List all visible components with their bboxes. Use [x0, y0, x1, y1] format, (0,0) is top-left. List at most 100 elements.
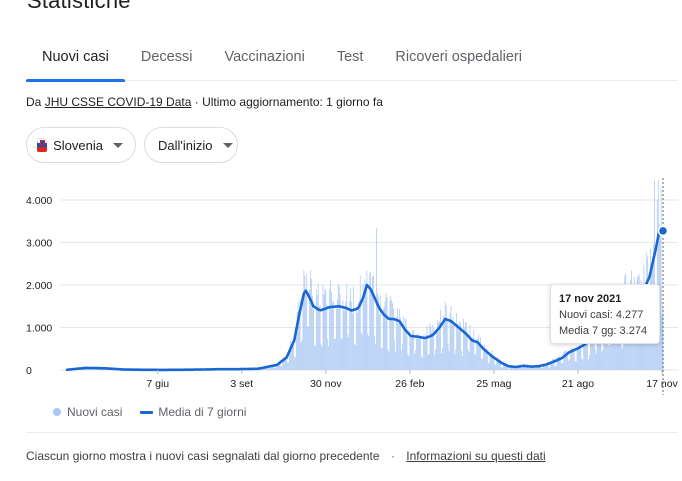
daily-cases-bar — [448, 351, 450, 370]
daily-cases-bar — [571, 348, 573, 370]
daily-cases-bar — [385, 293, 387, 370]
tab-decessi[interactable]: Decessi — [140, 49, 193, 65]
daily-cases-bar — [659, 236, 661, 370]
daily-cases-bar — [268, 368, 269, 370]
stats-tabs: Nuovi casi Decessi Vaccinazioni Test Ric… — [26, 40, 678, 82]
period-dropdown-label: Dall'inizio — [158, 137, 213, 153]
daily-cases-bar — [435, 349, 437, 370]
daily-cases-bar — [260, 369, 262, 370]
daily-cases-bar — [487, 363, 489, 370]
daily-cases-bar — [275, 364, 277, 370]
daily-cases-bar — [550, 362, 552, 370]
daily-cases-bar — [306, 273, 308, 370]
daily-cases-bar — [402, 316, 404, 370]
daily-cases-bar — [597, 322, 599, 370]
daily-cases-bar — [459, 321, 460, 370]
daily-cases-bar — [354, 343, 355, 370]
daily-cases-bar — [477, 339, 479, 370]
daily-cases-bar — [580, 345, 582, 370]
daily-cases-bar — [381, 348, 383, 370]
tab-nuovi-casi[interactable]: Nuovi casi — [26, 40, 125, 82]
daily-cases-bar — [446, 319, 448, 370]
daily-cases-bar — [463, 318, 464, 370]
daily-cases-bar — [470, 338, 472, 370]
daily-cases-bar — [383, 307, 385, 370]
source-link[interactable]: JHU CSSE COVID-19 Data — [44, 95, 192, 109]
daily-cases-bar — [423, 339, 425, 370]
tab-vaccinazioni[interactable]: Vaccinazioni — [224, 49, 305, 65]
daily-cases-bar — [575, 361, 577, 370]
tab-test[interactable]: Test — [336, 49, 364, 65]
daily-cases-bar — [265, 367, 267, 370]
daily-cases-bar — [469, 324, 471, 370]
daily-cases-bar — [404, 318, 406, 370]
daily-cases-bar — [329, 288, 331, 370]
daily-cases-bar — [504, 362, 505, 370]
tab-ricoveri-ospedalieri[interactable]: Ricoveri ospedalieri — [395, 49, 522, 65]
daily-cases-bar — [425, 335, 427, 370]
daily-cases-bar — [290, 340, 291, 370]
daily-cases-bar — [314, 344, 315, 370]
hover-point — [657, 225, 669, 237]
daily-cases-bar — [460, 323, 461, 370]
daily-cases-bar — [426, 325, 428, 370]
y-tick-label: 0 — [26, 365, 32, 377]
chevron-down-icon — [113, 142, 123, 148]
daily-cases-bar — [528, 368, 530, 370]
daily-cases-bar — [280, 366, 282, 370]
region-dropdown[interactable]: Slovenia — [26, 127, 136, 163]
daily-cases-bar — [582, 359, 584, 370]
daily-cases-bar — [564, 351, 565, 370]
daily-cases-bar — [531, 366, 533, 370]
daily-cases-bar — [591, 332, 592, 370]
daily-cases-bar — [593, 323, 595, 370]
cases-chart[interactable]: 4.000 3.000 2.000 1.000 0 7 giu 3 set 30 nov 26… — [0, 170, 682, 395]
daily-cases-bar — [466, 336, 468, 370]
daily-cases-bar — [600, 320, 602, 370]
period-dropdown[interactable]: Dall'inizio — [144, 127, 238, 163]
daily-cases-bar — [322, 284, 324, 370]
daily-cases-bar — [479, 344, 480, 370]
data-info-link[interactable]: Informazioni su questi dati — [406, 449, 546, 463]
daily-cases-bar — [311, 278, 312, 370]
legend-bar-swatch — [53, 408, 61, 416]
daily-cases-bar — [552, 358, 554, 370]
daily-cases-bar — [499, 360, 501, 370]
daily-cases-bar — [457, 323, 459, 370]
tooltip-new-cases: Nuovi casi: 4.277 — [559, 309, 644, 321]
daily-cases-bar — [369, 272, 371, 370]
data-source-line: Da JHU CSSE COVID-19 Data · Ultimo aggio… — [26, 95, 383, 109]
daily-cases-bar — [538, 366, 540, 370]
daily-cases-bar — [501, 367, 502, 370]
daily-cases-bar — [515, 368, 517, 370]
daily-cases-bar — [585, 343, 586, 370]
daily-cases-bar — [594, 349, 596, 370]
daily-cases-bar — [319, 304, 321, 370]
daily-cases-bar — [362, 283, 364, 370]
daily-cases-bar — [661, 315, 663, 370]
daily-cases-bar — [511, 366, 513, 370]
daily-cases-bar — [634, 343, 636, 370]
daily-cases-bar — [476, 338, 478, 370]
daily-cases-bar — [641, 329, 643, 370]
daily-cases-bar — [269, 366, 270, 370]
daily-cases-bar — [277, 362, 279, 370]
daily-cases-bar — [417, 333, 418, 370]
daily-cases-bar — [548, 367, 550, 370]
x-axis: 7 giu 3 set 30 nov 26 feb 25 mag 21 ago 17 nov — [146, 370, 679, 390]
daily-cases-bar — [430, 326, 432, 370]
daily-cases-bar — [371, 289, 373, 370]
daily-cases-bar — [490, 356, 492, 370]
daily-cases-bar — [496, 359, 498, 370]
daily-cases-bar — [649, 332, 650, 370]
daily-cases-bar — [464, 322, 466, 370]
daily-cases-bar — [484, 344, 485, 370]
daily-cases-bar — [405, 319, 407, 370]
daily-cases-bar — [421, 357, 423, 370]
footer-separator: · — [390, 449, 395, 463]
daily-cases-bar — [357, 302, 359, 370]
daily-cases-bar — [483, 346, 484, 370]
daily-cases-bar — [350, 287, 352, 370]
daily-cases-bar — [497, 357, 499, 370]
daily-cases-bar — [458, 331, 459, 370]
